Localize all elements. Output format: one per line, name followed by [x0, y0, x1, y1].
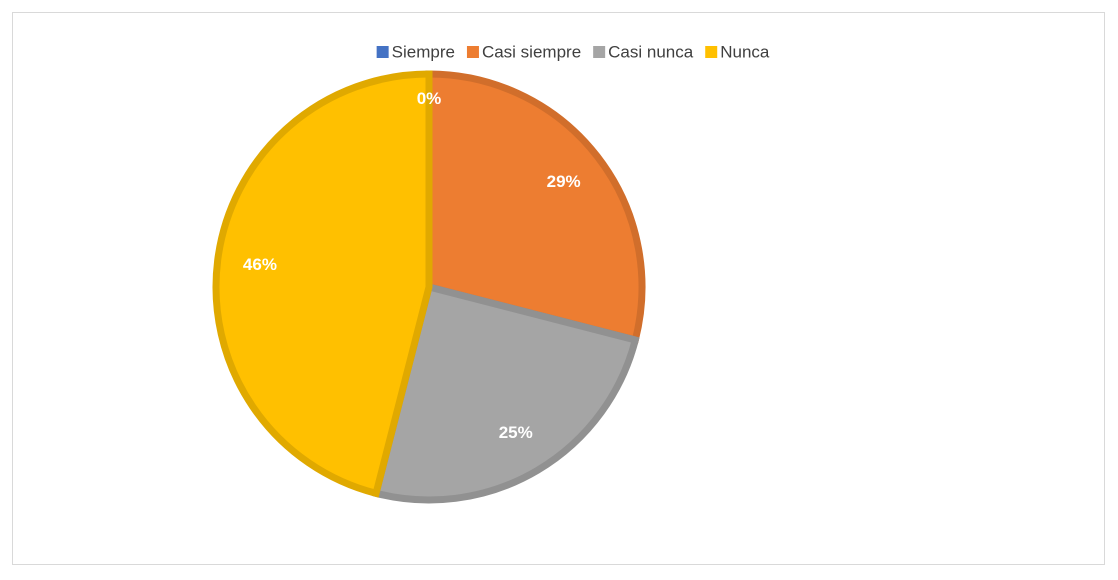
data-label: 46%: [243, 255, 277, 274]
legend-swatch: [466, 46, 479, 58]
pie-slice: [212, 70, 433, 498]
legend-swatch: [376, 46, 389, 58]
data-label: 29%: [547, 172, 581, 191]
legend-label: Siempre: [392, 42, 455, 61]
data-label: 25%: [499, 423, 533, 442]
data-label: 0%: [417, 89, 442, 108]
legend-swatch: [705, 46, 718, 58]
legend-label: Casi nunca: [608, 42, 694, 61]
legend-swatch: [593, 46, 606, 58]
pie-slice: [425, 70, 646, 345]
legend-label: Nunca: [720, 42, 770, 61]
pie-slice: [371, 282, 640, 504]
legend-label: Casi siempre: [482, 42, 581, 61]
